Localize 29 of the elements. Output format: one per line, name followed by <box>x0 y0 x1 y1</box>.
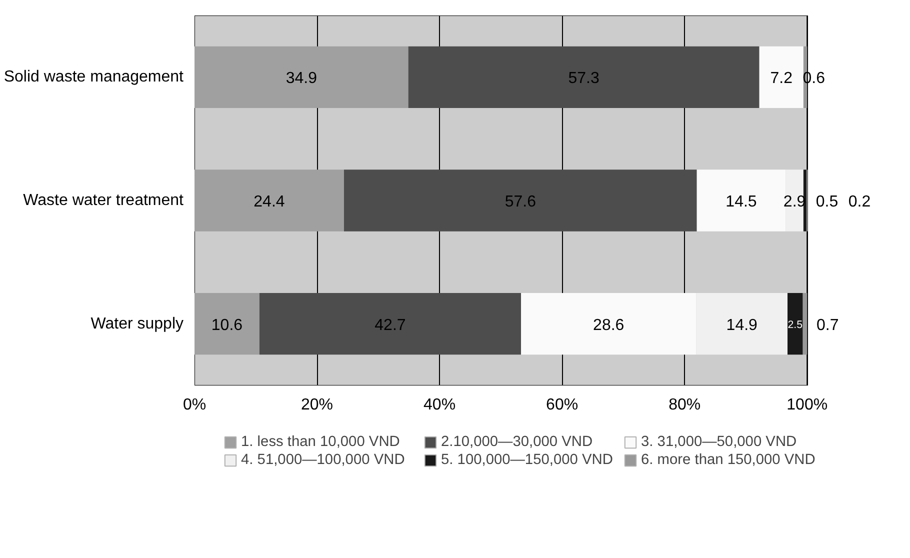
legend-label: 5. 100,000—150,000 VND <box>441 452 614 468</box>
data-label: 34.9 <box>286 70 318 88</box>
x-tick-label: 100% <box>786 396 828 414</box>
x-tick-label: 60% <box>546 396 578 414</box>
data-label: 0.7 <box>816 316 839 334</box>
data-label: 0.2 <box>848 194 871 210</box>
data-label: 10.6 <box>211 316 243 334</box>
data-label: 14.5 <box>726 194 757 210</box>
data-label: 14.9 <box>726 316 758 334</box>
legend-label: 3. 31,000—50,000 VND <box>641 434 798 450</box>
x-tick-label: 0% <box>182 396 206 414</box>
data-label: 24.4 <box>254 194 285 210</box>
y-tick-label: Solid waste management <box>4 68 184 86</box>
data-label: 57.6 <box>504 194 536 210</box>
data-label: 2.5 <box>788 318 803 331</box>
legend-label: 1. less than 10,000 VND <box>241 434 401 450</box>
legend-label: 2.10,000—30,000 VND <box>441 434 594 450</box>
data-label: 0.5 <box>816 194 838 210</box>
data-label: 28.6 <box>593 316 624 334</box>
x-tick-label: 80% <box>668 396 701 414</box>
data-label: 57.3 <box>568 70 600 88</box>
legend-label: 6. more than 150,000 VND <box>641 452 816 468</box>
data-label: 7.2 <box>770 70 793 88</box>
data-label: 42.7 <box>374 316 406 334</box>
y-tick-label: Waste water treatment <box>23 192 184 209</box>
y-tick-label: Water supply <box>90 315 184 332</box>
x-tick-label: 40% <box>424 396 456 414</box>
x-tick-label: 20% <box>301 396 334 414</box>
legend-label: 4. 51,000—100,000 VND <box>241 452 406 468</box>
